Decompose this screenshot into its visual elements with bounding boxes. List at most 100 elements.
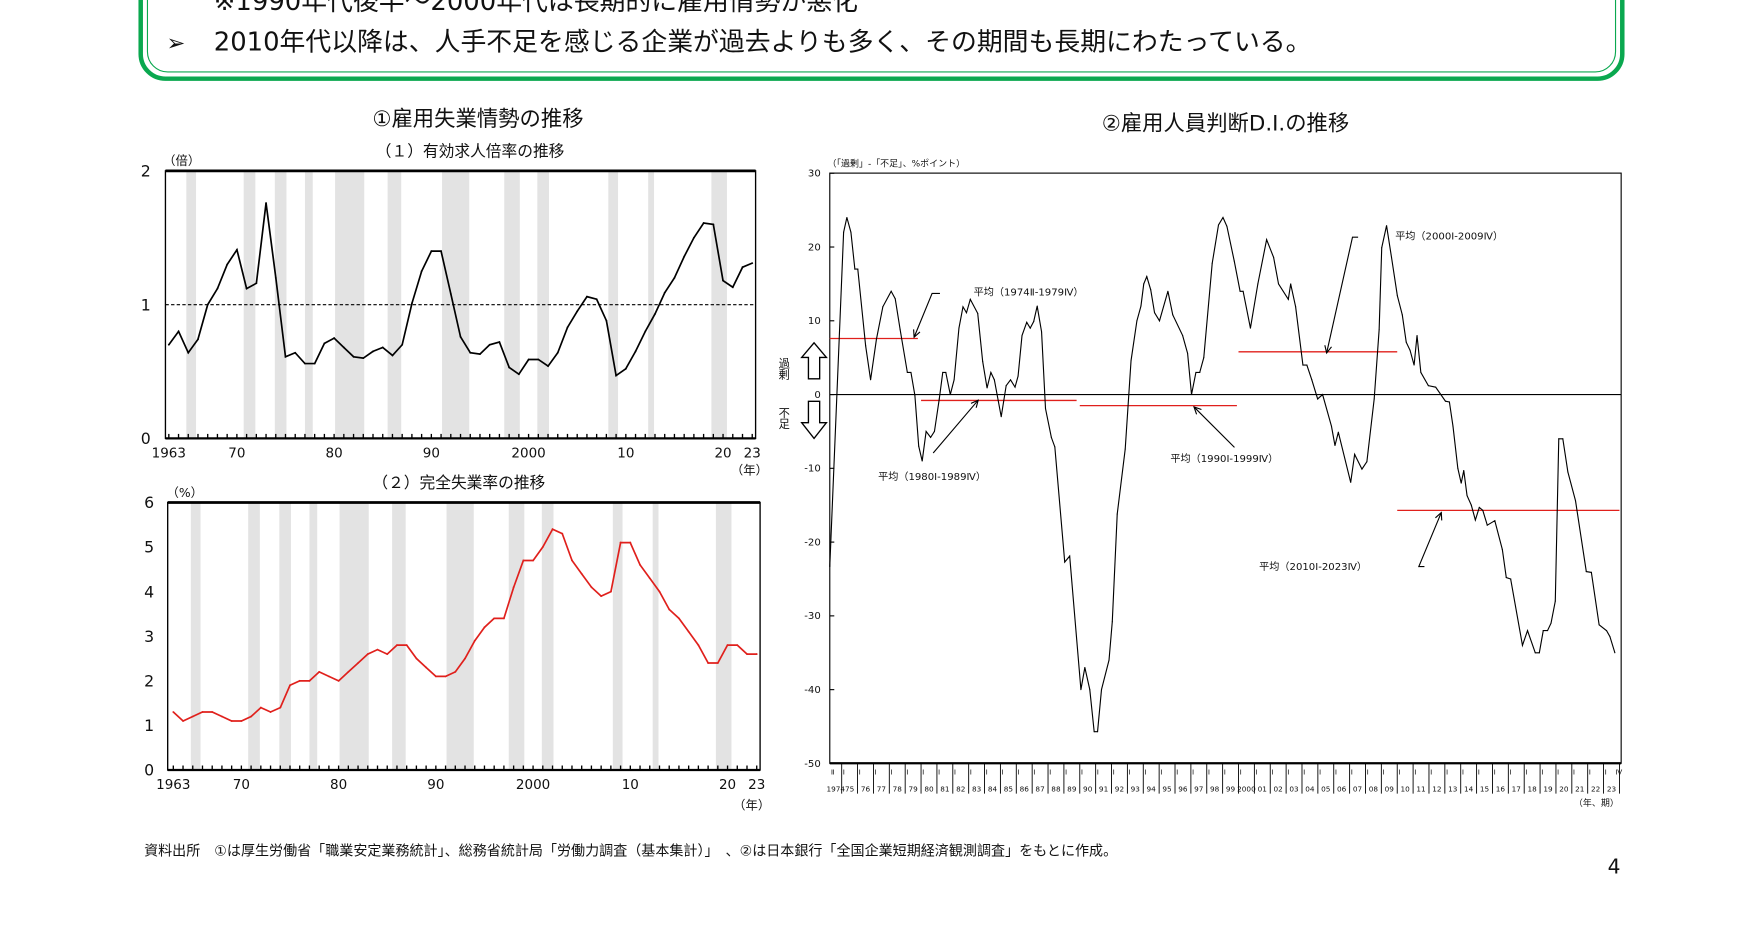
- data-point: [411, 302, 413, 305]
- right-panel-title: ②雇用人員判断D.I.の推移: [1102, 111, 1350, 136]
- employment-di-chart: （「過剰」-「不足」、%ポイント） （年、期） 過剰 不足 30 20 10 0 -10…: [777, 157, 1622, 809]
- data-point: [1040, 331, 1043, 333]
- year-label: 07: [1353, 784, 1363, 793]
- data-point: [396, 644, 398, 647]
- data-point: [707, 662, 710, 664]
- data-point: [1452, 425, 1454, 427]
- recession-band: [279, 502, 291, 771]
- data-point: [953, 379, 955, 381]
- data-point: [235, 248, 238, 251]
- data-point: [712, 223, 715, 226]
- y-axis-label: （倍）: [163, 153, 200, 168]
- data-point: [1457, 467, 1459, 469]
- data-point: [1322, 393, 1324, 396]
- data-point: [415, 657, 418, 660]
- data-point: [1478, 506, 1480, 508]
- data-point: [449, 293, 452, 295]
- data-point: [930, 436, 932, 438]
- data-point: [1130, 360, 1132, 362]
- data-point: [658, 590, 661, 593]
- data-point: [962, 306, 964, 308]
- x-tick-label: 10: [617, 446, 634, 462]
- arrow-head-icon: [1324, 345, 1332, 355]
- data-point: [1590, 571, 1592, 573]
- data-point: [1249, 327, 1251, 329]
- data-point: [547, 365, 549, 368]
- data-point: [362, 357, 365, 360]
- data-point: [1029, 327, 1031, 329]
- data-point: [600, 595, 603, 597]
- year-label: 88: [1051, 784, 1061, 793]
- data-point: [1242, 290, 1244, 292]
- arrow-head-icon: [970, 399, 980, 408]
- data-point: [692, 236, 695, 239]
- data-point: [1295, 306, 1297, 308]
- data-point: [1546, 630, 1549, 632]
- year-label: 76: [861, 784, 871, 793]
- quarter-label: Ⅰ: [1605, 768, 1607, 777]
- data-point: [1153, 312, 1156, 314]
- quarter-label: Ⅰ: [1303, 768, 1305, 777]
- data-point: [493, 617, 496, 620]
- data-point: [850, 231, 852, 233]
- data-point: [1416, 334, 1418, 337]
- data-point: [590, 586, 593, 589]
- data-point: [609, 590, 612, 593]
- data-point: [1606, 630, 1608, 632]
- quarter-label: Ⅰ: [1255, 768, 1257, 777]
- data-point: [1026, 321, 1028, 323]
- quarter-label: Ⅰ: [954, 768, 956, 777]
- data-point: [702, 222, 705, 224]
- data-point: [352, 355, 355, 358]
- recession-band: [504, 170, 520, 439]
- data-point: [1567, 471, 1569, 473]
- y-tick-label: 5: [144, 538, 154, 557]
- year-label: 95: [1162, 784, 1171, 793]
- year-label: 86: [1020, 784, 1030, 793]
- data-point: [580, 572, 583, 575]
- data-point: [595, 298, 598, 301]
- year-label: 05: [1321, 784, 1330, 793]
- quarter-label: Ⅰ: [1382, 768, 1384, 777]
- data-point: [197, 338, 199, 341]
- data-point: [318, 671, 321, 673]
- data-point: [1054, 446, 1056, 448]
- data-point: [221, 715, 223, 718]
- quarter-label: Ⅰ: [1541, 768, 1543, 777]
- data-point: [843, 231, 845, 233]
- data-point: [942, 371, 944, 373]
- year-label: 21: [1575, 784, 1584, 793]
- data-point: [1158, 320, 1161, 322]
- data-point: [1033, 320, 1035, 323]
- data-point: [187, 351, 190, 354]
- data-point: [1585, 571, 1587, 573]
- data-point: [201, 711, 204, 713]
- year-label: 94: [1147, 784, 1157, 793]
- summary-line-2: 2010年代以降は、人手不足を感じる企業が過去よりも多く、その期間も長期にわたっ…: [214, 28, 1312, 58]
- data-point: [298, 679, 301, 682]
- quarter-label: Ⅰ: [1160, 768, 1162, 777]
- data-point: [1226, 225, 1228, 227]
- data-point: [654, 313, 656, 315]
- shortage-label: 不足: [777, 407, 790, 429]
- x-tick-label: 80: [326, 446, 343, 462]
- data-point: [381, 346, 384, 349]
- quarter-label: Ⅳ: [1616, 768, 1623, 777]
- quarter-label: Ⅱ: [831, 768, 835, 777]
- data-point: [1217, 224, 1220, 226]
- data-point: [313, 362, 316, 365]
- quarter-label: Ⅰ: [1129, 768, 1131, 777]
- data-point: [1405, 341, 1407, 343]
- data-point: [1482, 509, 1484, 511]
- average-annotation: 平均（1990Ⅰ-1999Ⅳ）: [1079, 404, 1278, 465]
- year-label: 18: [1527, 784, 1537, 793]
- year-label: 87: [1035, 784, 1045, 793]
- data-point: [255, 282, 258, 285]
- year-label: 75: [845, 784, 854, 793]
- year-label: 04: [1305, 784, 1315, 793]
- data-point: [289, 684, 291, 687]
- quarter-label: Ⅰ: [986, 768, 988, 777]
- data-point: [556, 351, 559, 354]
- quarter-label: Ⅰ: [1335, 768, 1337, 777]
- data-point: [890, 290, 892, 292]
